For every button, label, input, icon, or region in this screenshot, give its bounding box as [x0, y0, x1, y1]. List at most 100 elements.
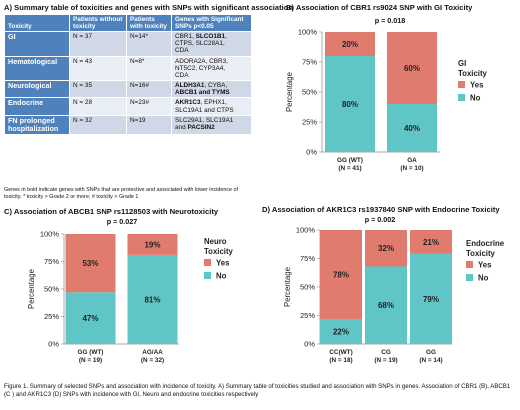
x-n-label: (N = 41)	[338, 165, 361, 172]
y-tick-label: 100%	[298, 28, 318, 37]
legend-label-no: No	[470, 94, 481, 103]
panel-c-title: C) Association of ABCB1 SNP rs1128503 wi…	[4, 207, 219, 216]
legend-label-yes: Yes	[470, 81, 484, 90]
legend-label-no: No	[216, 272, 227, 281]
figure-caption: Figure 1. Summary of selected SNPs and a…	[4, 383, 511, 398]
toxicity-name: Endocrine	[4, 97, 70, 116]
y-tick-label: 25%	[44, 312, 59, 321]
bar-label-yes: 20%	[342, 40, 358, 49]
table-row: Hematological N = 43 N=8* ADORA2A, CBR3, NT5…	[4, 55, 252, 82]
panel-b-chart: 0%25%50%75%100%Percentage 80%20%GG (WT)(N…	[285, 28, 488, 173]
legend-swatch-yes	[204, 259, 211, 266]
toxicity-name: Hematological	[4, 55, 70, 82]
bar-yes	[65, 234, 116, 293]
patients-with-cell: N=8*	[126, 55, 172, 82]
x-n-label: (N = 10)	[400, 165, 423, 172]
y-tick-label: 75%	[300, 254, 315, 263]
bar-yes	[387, 32, 437, 104]
table-header-row: Toxicity Patients without toxicity Patie…	[4, 13, 252, 33]
x-n-label: (N = 19)	[79, 357, 102, 364]
table-footnote: Genes in bold indicate genes with SNPs t…	[4, 187, 239, 200]
legend-label-no: No	[478, 274, 489, 283]
y-tick-label: 100%	[40, 230, 60, 239]
bar-yes	[325, 32, 375, 56]
y-tick-label: 50%	[44, 285, 59, 294]
table-row: Neurological N = 35 N=16# ALDH3A1, CYBA, ABC…	[4, 80, 252, 99]
x-n-label: (N = 18)	[329, 357, 352, 364]
legend-title-line1: Endocrine	[466, 239, 505, 248]
header-genes: Genes with Significant SNPs p<0.05	[171, 13, 252, 33]
bar-label-no: 79%	[423, 295, 439, 304]
bar-no	[410, 253, 452, 344]
y-tick-label: 0%	[304, 340, 315, 349]
legend-label-yes: Yes	[216, 259, 230, 268]
bar-label-yes: 78%	[333, 270, 349, 279]
header-with: Patients with toxicity	[126, 13, 172, 33]
table-row: FN prolonged hospitalization N = 32 N=19 SL…	[4, 114, 252, 135]
panel-b-pvalue: p = 0.018	[374, 16, 406, 25]
x-category-label: GG (WT)	[78, 349, 104, 356]
table-row: GI N = 37 N=14* CBR1, SLCO1B1, CTPS, SLC28A1…	[4, 31, 252, 57]
panel-d-chart: 0%25%50%75%100%Percentage22%78%CC(WT)(N …	[283, 226, 505, 365]
genes-cell: CBR1, SLCO1B1, CTPS, SLC28A1, CDA	[171, 31, 252, 57]
toxicity-name: Neurological	[4, 80, 70, 99]
bar-label-no: 80%	[342, 100, 358, 109]
genes-cell: ADORA2A, CBR3, NT5C2, CYP3A4, CDA	[171, 55, 252, 82]
patients-with-cell: N=14*	[126, 31, 172, 57]
panel-a-title: A) Summary table of toxicities and genes…	[4, 3, 294, 12]
y-tick-label: 50%	[302, 88, 317, 97]
bar-label-yes: 21%	[423, 238, 439, 247]
panel-c-pvalue: p = 0.027	[106, 217, 138, 226]
x-category-label: AG/AA	[142, 349, 163, 356]
x-category-label: GG (WT)	[337, 157, 363, 164]
patients-without-cell: N = 32	[69, 114, 127, 135]
patients-without-cell: N = 37	[69, 31, 127, 57]
bar-label-yes: 19%	[144, 240, 160, 249]
x-category-label: CC(WT)	[329, 349, 352, 356]
bar-no	[387, 104, 437, 152]
y-axis-label: Percentage	[27, 269, 36, 309]
y-tick-label: 25%	[302, 118, 317, 127]
bar-no	[65, 292, 116, 344]
legend-swatch-yes	[458, 81, 465, 88]
y-tick-label: 100%	[296, 226, 316, 235]
x-n-label: (N = 19)	[374, 357, 397, 364]
bar-yes	[365, 230, 407, 267]
legend-label-yes: Yes	[478, 261, 492, 270]
patients-with-cell: N=16#	[126, 80, 172, 99]
bar-label-no: 22%	[333, 327, 349, 336]
bar-no	[365, 266, 407, 344]
x-category-label: CG	[381, 349, 391, 356]
bar-label-yes: 32%	[378, 244, 394, 253]
y-axis-label: Percentage	[285, 72, 294, 112]
y-tick-label: 0%	[306, 148, 317, 157]
bar-label-no: 81%	[144, 295, 160, 304]
toxicity-name: FN prolonged hospitalization	[4, 114, 70, 135]
bar-yes	[320, 230, 362, 319]
patients-without-cell: N = 35	[69, 80, 127, 99]
legend-title-line1: Neuro	[204, 237, 227, 246]
bar-label-yes: 60%	[404, 64, 420, 73]
x-category-label: GG	[426, 349, 436, 356]
genes-cell: ALDH3A1, CYBA, ABCB1 and TYMS	[171, 80, 252, 99]
genes-cell: AKR1C3, EPHX1, SLC19A1 and CTPS	[171, 97, 252, 116]
bar-label-no: 68%	[378, 301, 394, 310]
bar-yes	[410, 230, 452, 254]
toxicity-name: GI	[4, 31, 70, 57]
legend-swatch-no	[466, 274, 473, 281]
header-without: Patients without toxicity	[69, 13, 127, 33]
x-category-label: GA	[407, 157, 417, 164]
y-tick-label: 75%	[44, 257, 59, 266]
genes-cell: SLC29A1, SLC19A1 and PACSIN2	[171, 114, 252, 135]
x-n-label: (N = 14)	[419, 357, 442, 364]
patients-with-cell: N=19	[126, 114, 172, 135]
patients-with-cell: N=23#	[126, 97, 172, 116]
panel-d-pvalue: p = 0.002	[364, 215, 396, 224]
patients-without-cell: N = 43	[69, 55, 127, 82]
legend-swatch-no	[458, 94, 465, 101]
y-tick-label: 50%	[300, 283, 315, 292]
bar-no	[320, 318, 362, 344]
legend-title-line2: Toxicity	[466, 249, 496, 258]
patients-without-cell: N = 28	[69, 97, 127, 116]
